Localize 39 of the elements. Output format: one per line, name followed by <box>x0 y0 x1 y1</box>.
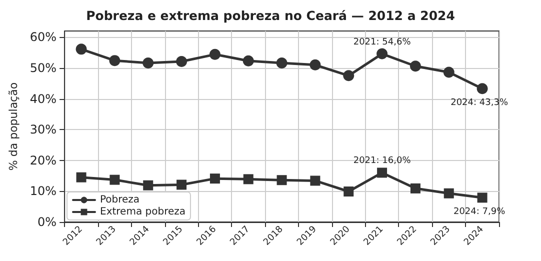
point <box>210 174 220 184</box>
point <box>109 55 120 66</box>
point <box>477 192 488 203</box>
point <box>243 174 254 184</box>
y-tick-label: 10% <box>30 184 57 198</box>
point <box>110 174 120 185</box>
point <box>176 180 187 190</box>
point <box>476 83 488 94</box>
annotation: 2021: 16,0% <box>353 156 412 166</box>
y-tick-label: 60% <box>30 30 57 44</box>
point <box>343 70 354 82</box>
point <box>76 44 87 55</box>
point <box>443 66 454 78</box>
y-tick-label: 30% <box>30 122 57 137</box>
legend-label: Pobreza <box>100 194 140 206</box>
point <box>176 56 188 67</box>
point <box>410 60 421 72</box>
point <box>310 59 321 70</box>
y-tick-label: 20% <box>30 153 57 168</box>
annotation: 2021: 54,6% <box>353 37 412 48</box>
y-tick-label: 0% <box>38 215 57 229</box>
point <box>242 55 254 66</box>
point <box>444 188 454 198</box>
point <box>142 58 154 69</box>
y-tick-label: 50% <box>30 60 57 75</box>
y-tick-label: 40% <box>30 92 57 106</box>
point <box>310 176 320 186</box>
point <box>276 58 288 69</box>
y-axis-title: % da população <box>7 82 20 171</box>
point <box>377 168 388 178</box>
chart-title: Pobreza e extrema pobreza no Ceará — 2012 a 2024 <box>86 8 456 23</box>
point <box>209 48 220 60</box>
point <box>76 172 86 182</box>
point <box>410 183 420 194</box>
point <box>276 175 287 186</box>
point <box>143 180 154 190</box>
point <box>376 48 388 60</box>
point <box>344 186 354 196</box>
legend-label: Extrema pobreza <box>100 206 186 218</box>
